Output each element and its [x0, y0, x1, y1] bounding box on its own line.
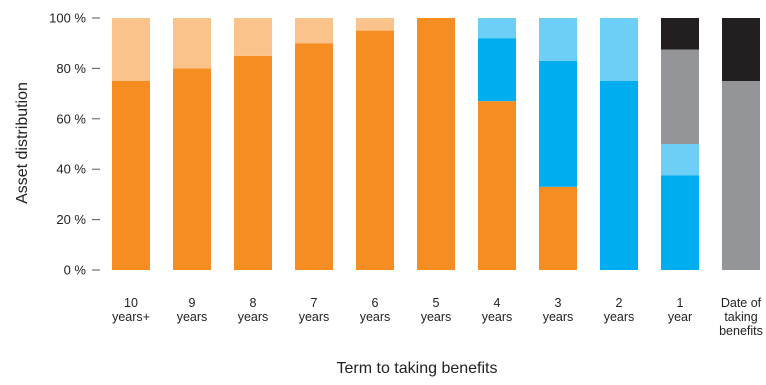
y-tick-label: 60 % — [56, 111, 86, 126]
bar-segment — [417, 18, 455, 270]
bar-segment — [112, 18, 150, 81]
x-tick-label: 4 years — [482, 296, 513, 324]
bar-segment — [234, 55, 272, 270]
bar-segment — [600, 18, 638, 81]
y-tick-label: 80 % — [56, 61, 86, 76]
y-tick-label: 100 % — [49, 11, 86, 26]
bar-segment — [356, 18, 394, 31]
x-tick-label-line: years — [604, 310, 635, 324]
x-tick-label-line: years+ — [112, 310, 150, 324]
x-tick-label-line: Date of — [721, 296, 762, 310]
x-tick-label-line: 10 — [124, 296, 138, 310]
bar-segment — [661, 144, 699, 176]
x-tick-label-line: 5 — [433, 296, 440, 310]
bar-segment — [173, 18, 211, 69]
x-tick-label: 10 years+ — [112, 296, 150, 324]
x-tick-label-line: years — [360, 310, 391, 324]
bar-segment — [722, 18, 760, 81]
bar-segment — [661, 175, 699, 270]
bar-segment — [234, 18, 272, 56]
bar-segment — [478, 18, 516, 39]
bar-segment — [539, 60, 577, 187]
y-tick-label: 40 % — [56, 162, 86, 177]
x-tick-label: 8 years — [238, 296, 269, 324]
x-tick-label-line: benefits — [719, 324, 763, 338]
bar-segment — [112, 81, 150, 270]
bar-segment — [661, 18, 699, 50]
y-axis-title: Asset distribution — [14, 82, 31, 204]
x-tick-label: 7 years — [299, 296, 330, 324]
x-tick-label-line: 1 — [677, 296, 684, 310]
y-axis: 0 % 20 % 40 % 60 % 80 % 100 % — [49, 11, 100, 278]
x-tick-label: 3 years — [543, 296, 574, 324]
x-tick-label-line: 7 — [311, 296, 318, 310]
bar-segment — [600, 81, 638, 270]
x-tick-label: 1 year — [668, 296, 692, 324]
x-tick-label-line: 6 — [372, 296, 379, 310]
x-tick-label: 9 years — [177, 296, 208, 324]
x-tick-label: 6 years — [360, 296, 391, 324]
bar-segment — [295, 18, 333, 44]
y-tick-label: 20 % — [56, 212, 86, 227]
y-tick-label: 0 % — [64, 263, 87, 278]
x-tick-label-line: years — [177, 310, 208, 324]
x-tick-label-line: years — [299, 310, 330, 324]
x-tick-label-line: years — [543, 310, 574, 324]
bar-segment — [661, 49, 699, 144]
x-tick-label-line: taking — [724, 310, 757, 324]
x-tick-label: 2 years — [604, 296, 635, 324]
bar-segment — [356, 30, 394, 270]
x-tick-label-line: years — [238, 310, 269, 324]
bar-segment — [295, 43, 333, 271]
x-tick-label-line: years — [482, 310, 513, 324]
bars — [112, 18, 760, 271]
x-tick-label: Date of taking benefits — [719, 296, 763, 338]
x-tick-label-line: 8 — [250, 296, 257, 310]
x-tick-label-line: 9 — [189, 296, 196, 310]
x-tick-label: 5 years — [421, 296, 452, 324]
bar-segment — [539, 18, 577, 61]
x-tick-label-line: 4 — [494, 296, 501, 310]
x-tick-label-line: years — [421, 310, 452, 324]
x-tick-label-line: 3 — [555, 296, 562, 310]
x-axis-title: Term to taking benefits — [337, 360, 498, 377]
bar-segment — [478, 38, 516, 102]
bar-segment — [478, 101, 516, 270]
bar-segment — [173, 68, 211, 271]
x-tick-label-line: 2 — [616, 296, 623, 310]
bar-segment — [722, 81, 760, 270]
x-tick-label-line: year — [668, 310, 692, 324]
bar-segment — [539, 186, 577, 270]
